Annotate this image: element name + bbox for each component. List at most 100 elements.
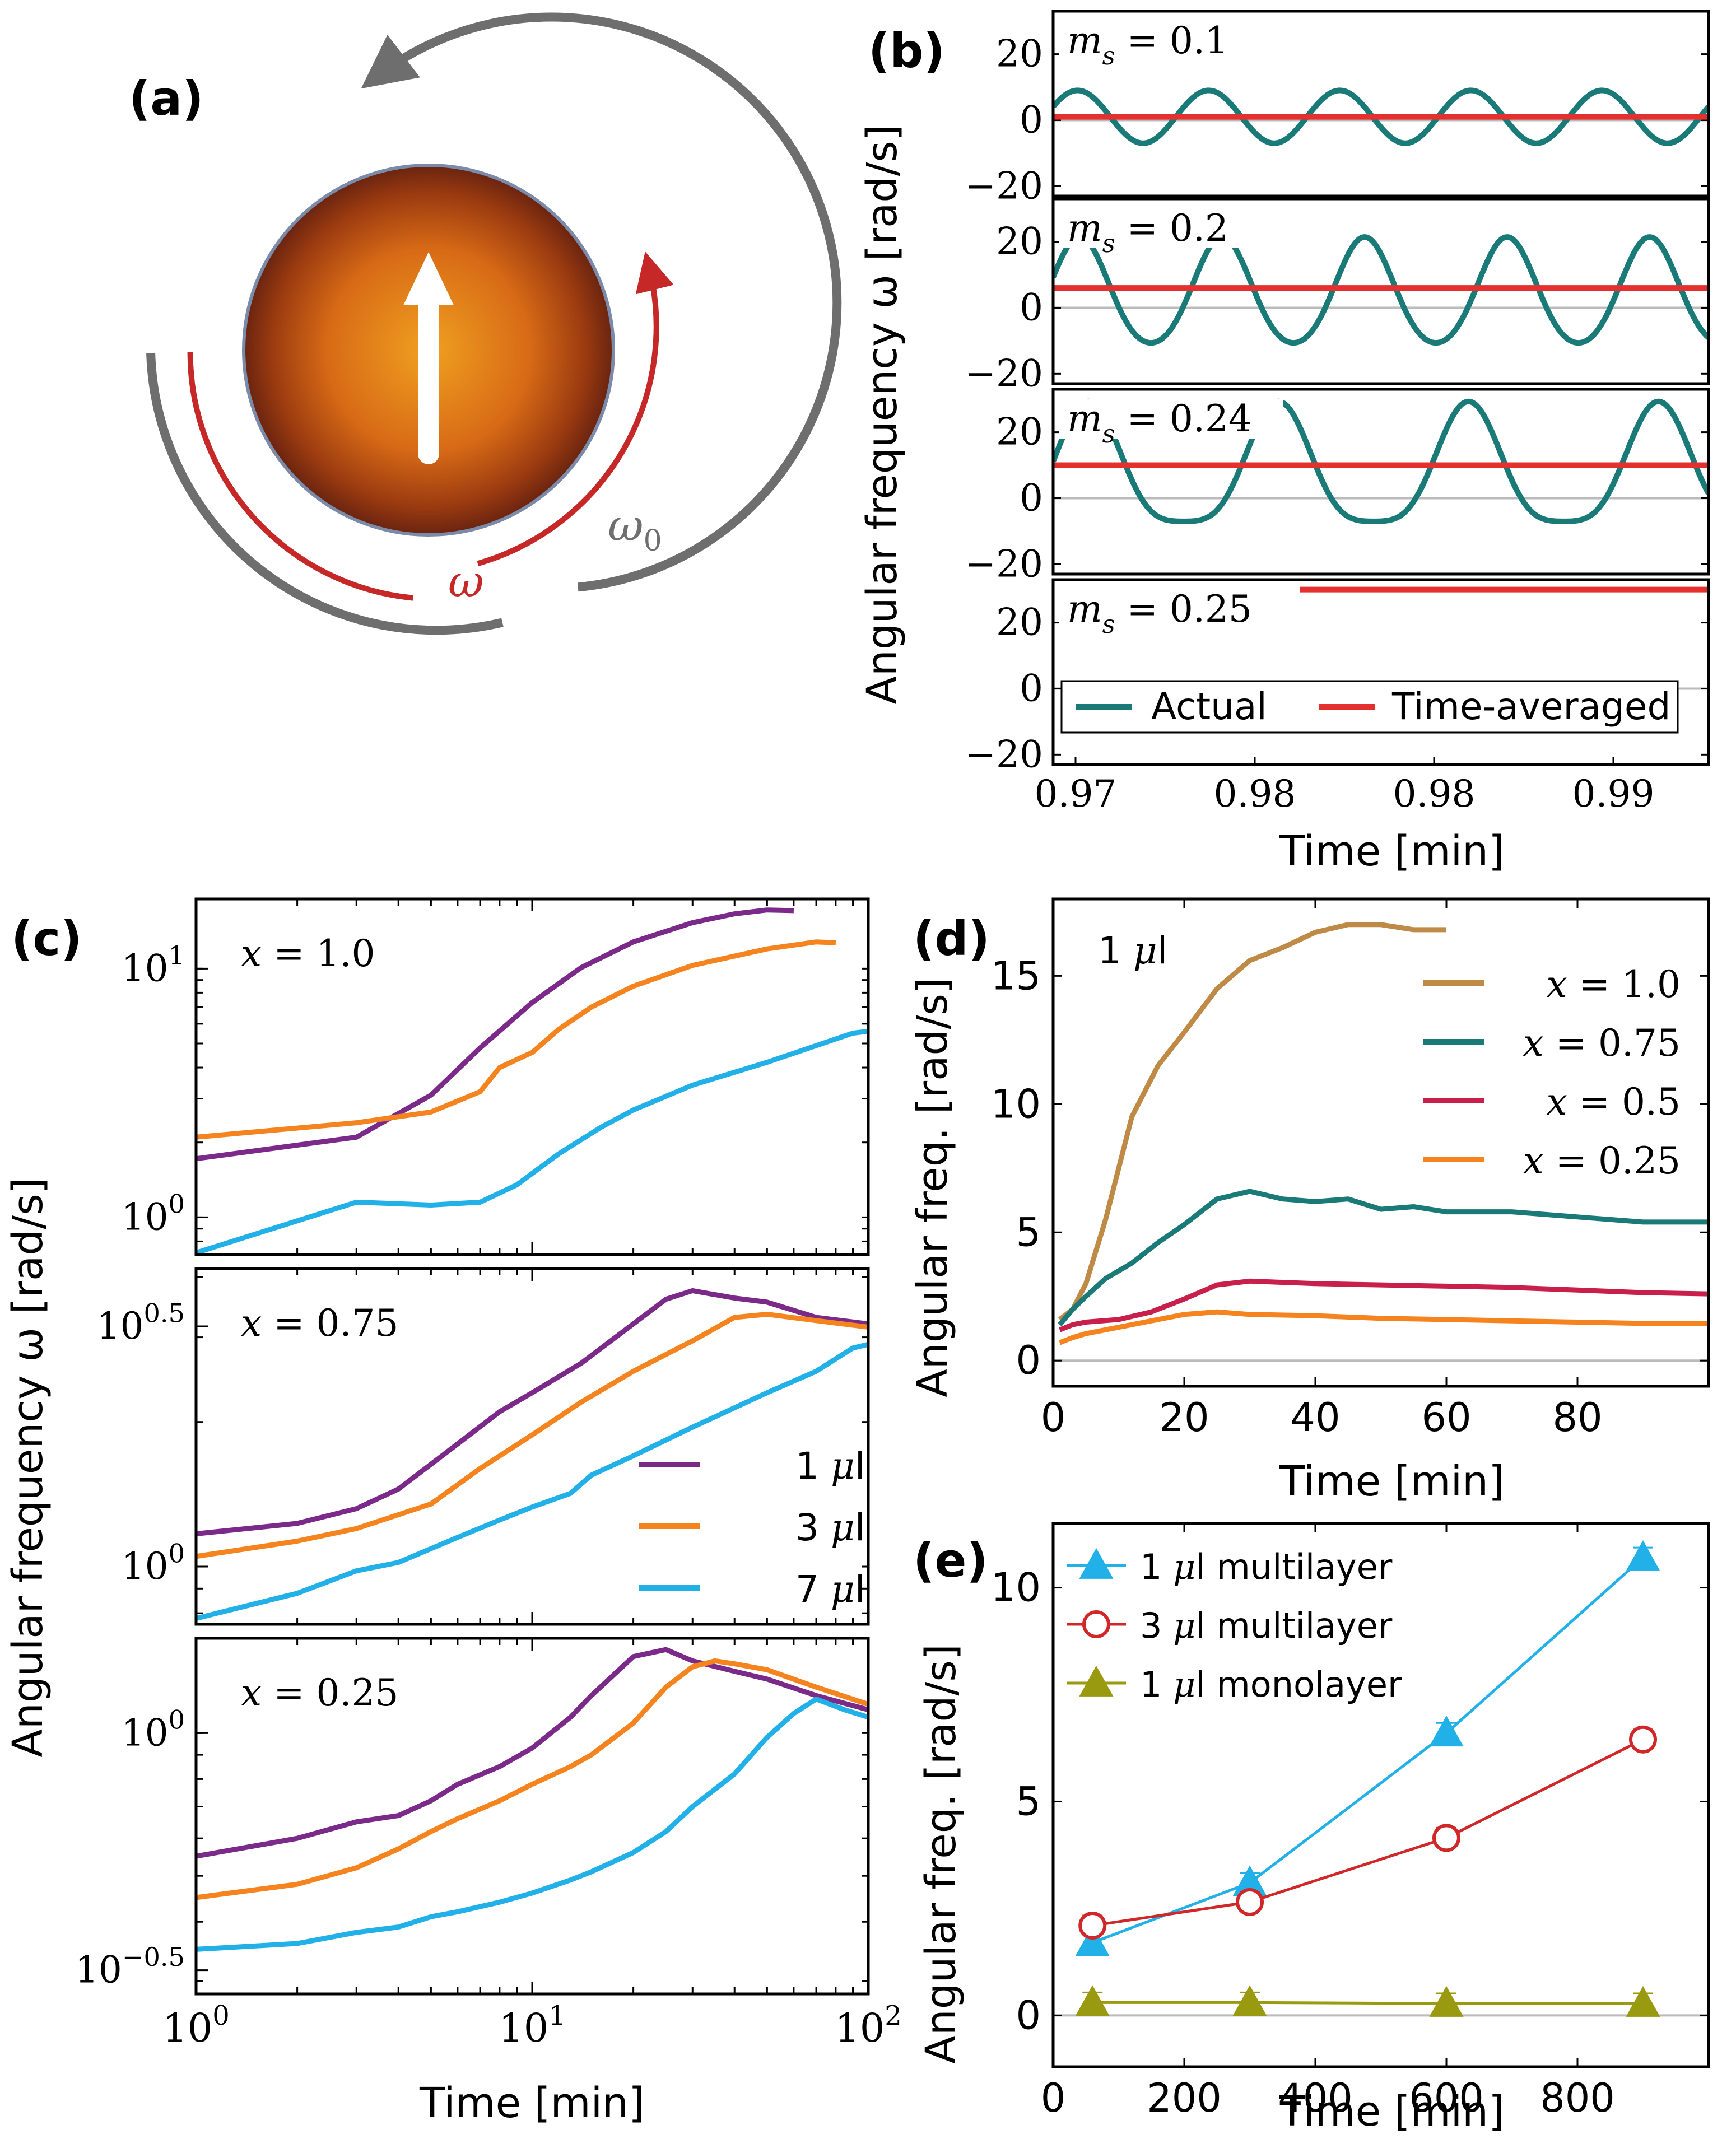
panel-e-point-2-1	[1232, 1985, 1267, 2016]
panel-c-ytick-label: 100.5	[97, 1298, 185, 1348]
panel-c-legend-entry-2-num: 7	[795, 1568, 831, 1611]
panel-b-subplot-3: −20 0 20 ms = 0.25	[965, 578, 1710, 776]
panel-b-series-group	[1053, 87, 1709, 146]
panel-c-series-2	[196, 1697, 868, 1952]
panel-c-ytick-label-exp: 0	[169, 1538, 185, 1568]
panel-d-legend-var: x	[1547, 1080, 1567, 1124]
panel-b-xtick-label: 0.97	[1035, 772, 1117, 815]
panel-b-xtick-label: 0.98	[1393, 772, 1476, 815]
panel-d-legend-val: = 0.75	[1544, 1022, 1681, 1065]
panel-c-x-label-val: = 0.25	[262, 1671, 398, 1714]
panel-e-xtick-label: 800	[1540, 2075, 1615, 2121]
panel-b-xtick-label: 0.99	[1572, 772, 1655, 815]
panel-d-legend-entry-1: x = 0.75	[1523, 1022, 1681, 1065]
panel-d-legend-val: = 1.0	[1567, 963, 1681, 1006]
panel-c-ytick-label: 100	[122, 1189, 185, 1239]
panel-c-x-label-var: x	[241, 932, 262, 975]
panel-b-legend-average: Time-averaged	[1391, 685, 1670, 728]
panel-c-ytick-label-exp: 0	[169, 1189, 185, 1219]
panel-e-xlabel: Time [min]	[1279, 2087, 1505, 2136]
panel-b-frame	[1051, 10, 1710, 198]
panel-c-ytick-label: 100	[122, 1705, 185, 1755]
panel-e-legend-entry-1-rest: l multilayer	[1195, 1605, 1392, 1646]
panel-e-legend-entry-1-mu: μ	[1173, 1605, 1195, 1646]
panel-c-series-group	[196, 907, 868, 1255]
panel-d-ylabel: Angular freq. [rad/s]	[909, 977, 957, 1397]
panel-b-ytick-label: 0	[1020, 476, 1043, 519]
panel-b-label-bg	[1059, 21, 1283, 60]
panel-b-ms-label-sub: s	[1102, 419, 1115, 449]
panel-c-ytick-label-base: 10	[122, 1545, 169, 1588]
panel-d-legend-entry-0: x = 1.0	[1547, 963, 1681, 1006]
panel-b-frame	[1051, 197, 1710, 385]
panel-d-xtick-label: 40	[1290, 1395, 1340, 1441]
panel-c-legend-entry-2-rest: l	[855, 1568, 865, 1611]
omega0-arc-left	[146, 352, 504, 635]
panel-c-legend: 1 μl3 μl7 μl	[639, 1444, 865, 1611]
panel-e-series-1	[1092, 1738, 1644, 1927]
panel-c-legend-entry-1-rest: l	[855, 1506, 865, 1549]
panel-b-ms-label-val: = 0.1	[1115, 19, 1228, 62]
panel-b-actual-line	[1053, 87, 1709, 146]
panel-d-xtick-label: 60	[1421, 1395, 1471, 1441]
panel-d-legend-entry-3: x = 0.25	[1523, 1139, 1681, 1182]
panel-b-ms-label-val: = 0.24	[1115, 397, 1252, 440]
panel-c-series-1	[196, 1658, 868, 1900]
panel-c-xtick-label: 101	[499, 2000, 566, 2051]
panel-c-ytick-label: 10−0.5	[75, 1942, 185, 1992]
panel-d-ytick-label: 15	[991, 953, 1041, 999]
panel-d-annotation-rest: l	[1157, 929, 1167, 972]
panel-b-ytick-label: −20	[965, 733, 1043, 776]
panel-b-ytick-label: 0	[1020, 667, 1043, 710]
panel-c-legend-entry-1: 3 μl	[795, 1506, 865, 1549]
panel-c-x-label-var: x	[241, 1302, 262, 1345]
panel-b-ytick-label: −20	[965, 542, 1043, 585]
panel-b-ms-label-val: = 0.25	[1115, 588, 1252, 631]
panel-e-ytick-label: 10	[991, 1565, 1041, 1611]
panel-b-ms-label-sub: s	[1102, 229, 1115, 258]
orientation-arrow	[403, 252, 454, 464]
panel-b-ytick-label: 0	[1020, 286, 1043, 329]
panel-d-xlabel: Time [min]	[1279, 1457, 1505, 1506]
panel-d-legend-val: = 0.5	[1567, 1080, 1681, 1124]
panel-d-ytick-label: 10	[991, 1081, 1041, 1127]
panel-b-ms-label-var: m	[1067, 588, 1102, 631]
panel-c-xtick-base: 10	[499, 2005, 548, 2051]
panel-b-label-bg	[1059, 399, 1283, 439]
panel-e-frame	[1051, 1522, 1710, 2068]
panel-d-xtick-label: 80	[1552, 1395, 1602, 1441]
omega0-label: ω0	[608, 501, 662, 558]
panel-e-point-2-3	[1626, 1986, 1660, 2017]
panel-c-ytick-label-base: 10	[122, 947, 169, 990]
panel-b-ms-label-var: m	[1067, 19, 1102, 62]
panel-c-ytick-label-exp: −0.5	[122, 1942, 185, 1972]
panel-d-annotation: 1 μl	[1098, 929, 1167, 972]
panel-c-ytick-label-base: 10	[122, 1195, 169, 1238]
panel-c-series-2	[196, 1341, 868, 1621]
panel-c-ytick-label-exp: 1	[169, 940, 185, 971]
panel-c-frame	[194, 1267, 870, 1626]
panel-e-point-1-3	[1629, 1725, 1657, 1754]
panel-e-point-0-0	[1075, 1925, 1110, 1956]
panel-b-subplot-2: −20 0 20 ms = 0.24	[965, 388, 1710, 585]
panel-d-frame	[1051, 897, 1710, 1388]
panel-d-xtick-label: 20	[1159, 1395, 1209, 1441]
panel-c-legend-entry-0-rest: l	[855, 1444, 865, 1488]
panel-c-ytick-label-exp: 0.5	[144, 1298, 185, 1328]
panel-d-annotation-num: 1	[1098, 929, 1133, 972]
panel-b-ytick-label: 20	[996, 220, 1043, 263]
panel-c-x-label: x = 0.75	[241, 1302, 398, 1345]
panel-e-xtick-label: 0	[1041, 2075, 1066, 2121]
panel-e-legend-entry-2: 1 μl monolayer	[1140, 1664, 1402, 1705]
omega0-arrow	[361, 12, 842, 592]
panel-c-series-1	[196, 939, 836, 1140]
panel-c-label: (c)	[11, 911, 82, 966]
panel-c-xtick-exp: 2	[885, 2000, 902, 2031]
panel-e-xtick-label: 200	[1147, 2075, 1222, 2121]
panel-b-ms-label-sub: s	[1102, 41, 1115, 71]
panel-e-legend-marker-1	[1082, 1610, 1110, 1638]
panel-c-series-2	[196, 1028, 868, 1255]
panel-b-ms-label-val: = 0.2	[1115, 207, 1228, 250]
